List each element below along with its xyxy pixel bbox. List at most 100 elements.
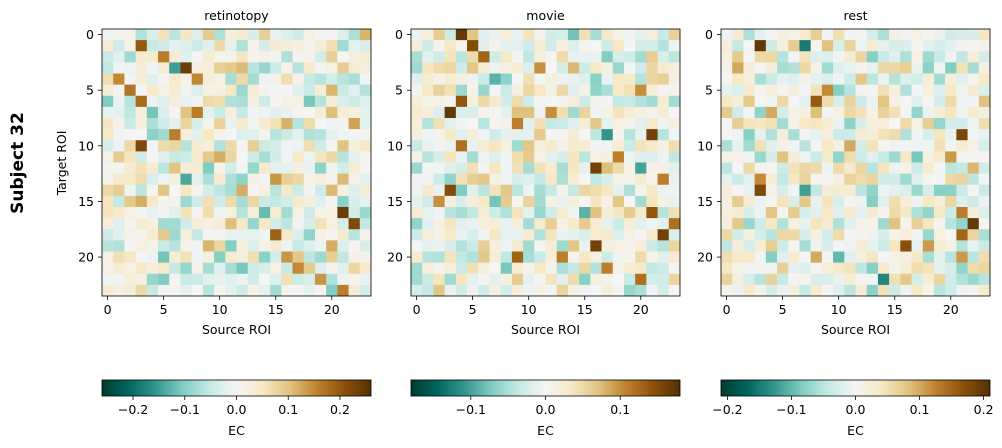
heatmap-cell bbox=[545, 262, 558, 275]
heatmap-cell bbox=[326, 140, 338, 152]
heatmap-cell bbox=[922, 240, 935, 252]
heatmap-cell bbox=[422, 184, 434, 197]
heatmap-cell bbox=[810, 218, 823, 230]
heatmap-cell bbox=[956, 240, 968, 252]
heatmap-cell bbox=[146, 162, 159, 175]
heatmap-cell bbox=[158, 162, 170, 175]
heatmap-cell bbox=[292, 95, 305, 108]
heatmap-cell bbox=[523, 51, 535, 63]
heatmap-cell bbox=[765, 95, 778, 108]
heatmap-cell bbox=[765, 140, 778, 152]
heatmap-cell bbox=[956, 51, 968, 63]
heatmap-cell bbox=[281, 173, 293, 186]
heatmap-cell bbox=[314, 195, 327, 208]
heatmap-cell bbox=[877, 218, 890, 230]
heatmap-cell bbox=[933, 184, 946, 197]
heatmap-cell bbox=[635, 73, 647, 86]
heatmap-cell bbox=[945, 195, 957, 208]
heatmap-cell bbox=[799, 84, 812, 97]
heatmap-cell bbox=[433, 51, 446, 63]
heatmap-cell bbox=[314, 73, 327, 86]
heatmap-cell bbox=[348, 95, 361, 108]
heatmap-cell bbox=[556, 218, 569, 230]
heatmap-cell bbox=[579, 273, 591, 286]
heatmap-cell bbox=[489, 240, 502, 252]
heatmap-cell bbox=[337, 129, 349, 141]
heatmap-cell bbox=[777, 195, 789, 208]
heatmap-cell bbox=[225, 95, 237, 108]
heatmap-cell bbox=[281, 140, 293, 152]
heatmap-cell bbox=[478, 162, 490, 175]
heatmap-cell bbox=[933, 251, 946, 264]
heatmap-cell bbox=[314, 173, 327, 186]
heatmap-cell bbox=[900, 118, 912, 130]
heatmap-cell bbox=[754, 195, 767, 208]
heatmap-cell bbox=[545, 118, 558, 130]
heatmap-cell bbox=[489, 284, 502, 297]
heatmap-cell bbox=[214, 207, 226, 219]
heatmap-cell bbox=[326, 207, 338, 219]
heatmap-cell bbox=[489, 184, 502, 197]
heatmap-cell bbox=[314, 262, 327, 275]
heatmap-cell bbox=[214, 118, 226, 130]
heatmap-cell bbox=[326, 251, 338, 264]
heatmap-cell bbox=[635, 251, 647, 264]
heatmap-cell bbox=[545, 51, 558, 63]
heatmap-cell bbox=[922, 251, 935, 264]
heatmap-cell bbox=[788, 162, 800, 175]
heatmap-cell bbox=[743, 118, 756, 130]
heatmap-cell bbox=[135, 251, 148, 264]
heatmap-cell bbox=[579, 284, 591, 297]
heatmap-cell bbox=[799, 40, 812, 52]
heatmap-cell bbox=[933, 140, 946, 152]
heatmap-cell bbox=[433, 118, 446, 130]
heatmap-cell bbox=[444, 140, 457, 152]
heatmap-cell bbox=[601, 284, 614, 297]
heatmap-cell bbox=[247, 240, 260, 252]
heatmap-cell bbox=[945, 140, 957, 152]
heatmap-cell bbox=[180, 184, 193, 197]
heatmap-cell bbox=[911, 84, 924, 97]
heatmap-cell bbox=[270, 207, 282, 219]
heatmap-cell bbox=[467, 195, 479, 208]
heatmap-cell bbox=[348, 184, 361, 197]
heatmap-cell bbox=[411, 51, 423, 63]
heatmap-cell bbox=[444, 118, 457, 130]
heatmap-cell bbox=[590, 84, 602, 97]
plot-frame bbox=[101, 28, 372, 297]
heatmap-cell bbox=[303, 151, 316, 163]
heatmap-cell bbox=[169, 184, 181, 197]
heatmap-cell bbox=[258, 51, 271, 63]
heatmap-cell bbox=[169, 229, 181, 241]
heatmap-cell bbox=[124, 207, 137, 219]
heatmap-cell bbox=[337, 184, 349, 197]
heatmap-cell bbox=[788, 140, 800, 152]
heatmap-cell bbox=[967, 29, 980, 41]
heatmap-cell bbox=[889, 173, 901, 186]
heatmap-cell bbox=[422, 129, 434, 141]
heatmap-cell bbox=[135, 29, 148, 41]
heatmap-cell bbox=[967, 207, 980, 219]
heatmap-cell bbox=[889, 118, 901, 130]
heatmap-cell bbox=[911, 51, 924, 63]
heatmap-cell bbox=[225, 40, 237, 52]
heatmap-cell bbox=[754, 229, 767, 241]
heatmap-cell bbox=[158, 84, 170, 97]
heatmap-cell bbox=[534, 118, 546, 130]
heatmap-cell bbox=[889, 51, 901, 63]
heatmap-cell bbox=[945, 129, 957, 141]
colorbar-tick-label: 0.1 bbox=[278, 402, 298, 417]
heatmap-cell bbox=[214, 29, 226, 41]
heatmap-cell bbox=[225, 84, 237, 97]
heatmap-cell bbox=[635, 129, 647, 141]
heatmap-cell bbox=[523, 273, 535, 286]
heatmap-cell bbox=[635, 218, 647, 230]
heatmap-cell bbox=[511, 184, 524, 197]
heatmap-cell bbox=[202, 184, 215, 197]
heatmap-cell bbox=[821, 251, 834, 264]
heatmap-cell bbox=[225, 29, 237, 41]
heatmap-cell bbox=[337, 140, 349, 152]
heatmap-cell bbox=[612, 184, 625, 197]
heatmap-cell bbox=[202, 151, 215, 163]
heatmap-cell bbox=[348, 284, 361, 297]
